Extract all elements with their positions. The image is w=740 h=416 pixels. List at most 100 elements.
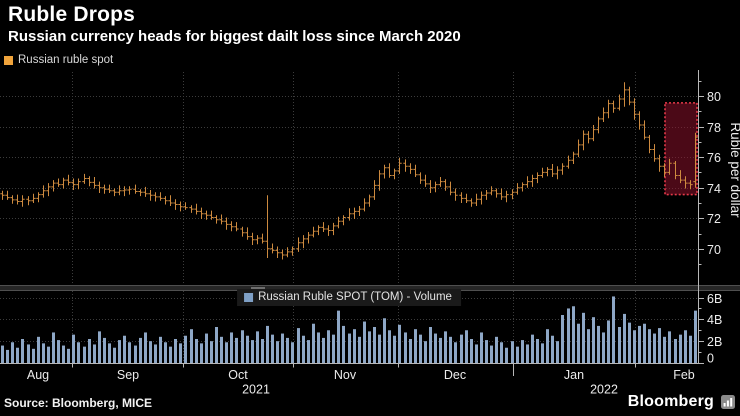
volume-bar <box>6 349 9 363</box>
volume-bar <box>597 325 600 363</box>
volume-bar <box>668 331 671 363</box>
volume-bar <box>694 310 697 363</box>
ohlc-bar <box>387 163 392 178</box>
volume-bar <box>353 329 356 363</box>
volume-bar <box>444 331 447 363</box>
month-label: Oct <box>228 368 248 382</box>
volume-bar <box>689 335 692 363</box>
ohlc-bar <box>209 210 214 220</box>
volume-bar <box>98 331 101 363</box>
ohlc-bar <box>683 176 688 189</box>
ohlc-bar <box>285 247 290 258</box>
volume-bar <box>32 348 35 363</box>
price-legend-swatch-icon <box>4 55 13 65</box>
ohlc-bar <box>428 180 433 193</box>
volume-bar <box>271 334 274 363</box>
ohlc-bar <box>260 233 265 244</box>
pane-resize-handle[interactable] <box>251 287 265 290</box>
volume-bar <box>388 330 391 363</box>
volume-bar <box>88 339 91 363</box>
ohlc-bar <box>693 132 698 188</box>
volume-bar <box>658 328 661 363</box>
volume-bar <box>592 317 595 363</box>
volume-bar <box>449 336 452 363</box>
volume-bar <box>67 348 70 363</box>
ohlc-bar <box>362 198 367 212</box>
ohlc-bar <box>290 246 295 256</box>
volume-bar <box>154 344 157 363</box>
volume-bar <box>11 342 14 363</box>
ohlc-bar <box>357 206 362 216</box>
bloomberg-logo-icon <box>721 395 735 409</box>
volume-bar <box>516 346 519 363</box>
ohlc-bar <box>51 180 56 192</box>
ohlc-bar <box>438 177 443 187</box>
ohlc-bar <box>97 181 102 193</box>
ohlc-bar <box>311 226 316 238</box>
volume-bar <box>434 333 437 363</box>
ohlc-bar <box>143 186 148 197</box>
volume-bar <box>307 340 310 363</box>
ohlc-bar <box>229 221 234 232</box>
ohlc-bar <box>459 192 464 203</box>
ohlc-bar <box>204 210 209 220</box>
volume-bar <box>363 321 366 363</box>
volume-bar <box>383 318 386 363</box>
volume-bar <box>531 334 534 363</box>
ohlc-bar <box>0 190 5 200</box>
volume-bar <box>556 341 559 363</box>
volume-bar <box>52 332 55 363</box>
ohlc-bar <box>15 194 20 205</box>
volume-legend-label: Russian Ruble SPOT (TOM) - Volume <box>258 291 452 303</box>
volume-bar <box>663 336 666 363</box>
volume-bar <box>439 337 442 363</box>
price-axis-label: 72 <box>707 212 721 226</box>
volume-bar <box>179 343 182 363</box>
ohlc-bar <box>76 178 81 190</box>
ohlc-bar <box>87 176 92 187</box>
volume-axis-label: 2B <box>707 335 722 349</box>
volume-bar <box>37 336 40 363</box>
ohlc-bar <box>464 193 469 203</box>
volume-bar <box>128 342 131 363</box>
ohlc-bar <box>158 192 163 201</box>
volume-bar <box>454 342 457 363</box>
ohlc-bar <box>453 188 458 201</box>
year-label: 2021 <box>242 383 270 397</box>
ohlc-bar <box>637 111 642 130</box>
volume-bar <box>286 337 289 363</box>
volume-bar <box>684 330 687 363</box>
volume-bar <box>541 343 544 363</box>
volume-bar <box>327 330 330 363</box>
volume-bar <box>220 336 223 363</box>
volume-bar <box>618 327 621 363</box>
ohlc-bar <box>194 203 199 215</box>
volume-bar <box>495 336 498 363</box>
month-label: Sep <box>117 368 139 382</box>
ohlc-bar <box>367 194 372 207</box>
ohlc-bar <box>397 157 402 174</box>
volume-bar <box>123 335 126 363</box>
ohlc-bar <box>199 207 204 219</box>
ohlc-bar <box>20 195 25 207</box>
ohlc-bar <box>479 191 484 205</box>
volume-bar <box>1 345 4 363</box>
volume-bar <box>643 323 646 363</box>
ohlc-bar <box>652 144 657 162</box>
volume-bar <box>465 330 468 363</box>
ohlc-bar <box>403 159 408 172</box>
ohlc-bar <box>46 183 51 197</box>
volume-bar <box>404 332 407 363</box>
ohlc-bar <box>280 249 285 260</box>
bloomberg-brand: Bloomberg <box>628 393 735 411</box>
volume-bar <box>638 325 641 363</box>
volume-bar <box>561 315 564 363</box>
volume-bar <box>475 344 478 363</box>
volume-bar <box>317 332 320 363</box>
volume-bar <box>159 336 162 363</box>
volume-axis-label: 0 <box>707 352 714 366</box>
volume-bar <box>200 343 203 363</box>
ohlc-bar <box>133 184 138 194</box>
price-series <box>0 82 698 260</box>
